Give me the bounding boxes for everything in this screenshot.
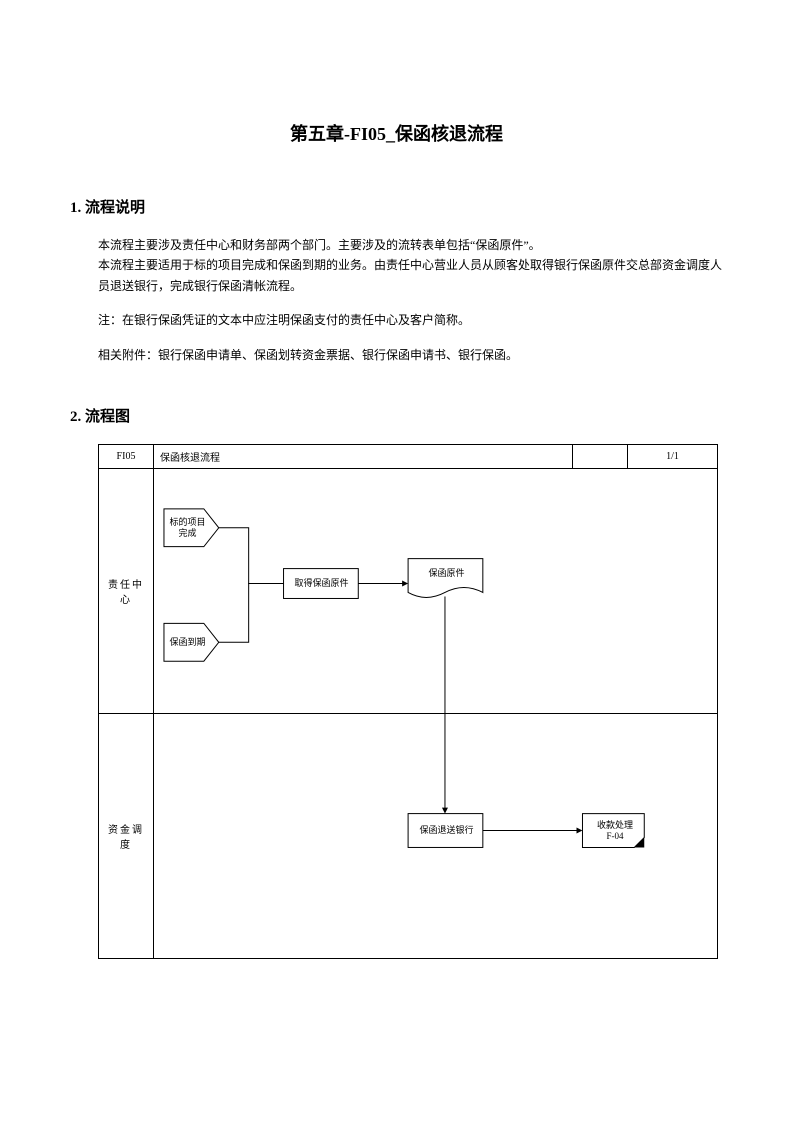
section1-para1: 本流程主要涉及责任中心和财务部两个部门。主要涉及的流转表单包括“保函原件”。 本…	[98, 235, 723, 296]
section-flowchart: 2. 流程图 FI05 保函核退流程 1/1 责任中心	[70, 405, 723, 959]
edge-start2-proc1	[219, 583, 284, 642]
flowchart-header-row: FI05 保函核退流程 1/1	[99, 444, 718, 468]
lane2-svg	[154, 714, 717, 958]
flowchart-table: FI05 保函核退流程 1/1 责任中心	[98, 444, 718, 959]
flowchart-page-cell: 1/1	[628, 444, 718, 468]
lane2-label: 资金调度	[99, 713, 154, 958]
section1-heading: 1. 流程说明	[70, 196, 723, 217]
node-doc1	[408, 559, 483, 598]
section1-para-attachments: 相关附件：银行保函申请单、保函划转资金票据、银行保函申请书、银行保函。	[98, 345, 723, 365]
flowchart-lane1-row: 责任中心	[99, 468, 718, 713]
lane1-svg	[154, 469, 717, 713]
flowchart-lane2-row: 资金调度 保函退送银行 收款处理F-04	[99, 713, 718, 958]
lane1-body: 标的项目完成 保函到期 取得保函原件 保函原件	[154, 468, 718, 713]
arrowhead-proc2-card1	[576, 827, 582, 833]
lane1-label: 责任中心	[99, 468, 154, 713]
node-card1	[582, 814, 644, 848]
arrowhead-doc1-proc2	[442, 808, 448, 814]
section1-para-note: 注：在银行保函凭证的文本中应注明保函支付的责任中心及客户简称。	[98, 310, 723, 330]
node-proc1	[284, 569, 359, 599]
node-start1	[164, 509, 219, 547]
edge-start1-proc1	[219, 528, 284, 584]
flowchart-code-cell: FI05	[99, 444, 154, 468]
p1-line1: 本流程主要涉及责任中心和财务部两个部门。主要涉及的流转表单包括“保函原件”。	[98, 238, 541, 252]
lane2-body: 保函退送银行 收款处理F-04	[154, 713, 718, 958]
p1-line2: 本流程主要适用于标的项目完成和保函到期的业务。由责任中心营业人员从顾客处取得银行…	[98, 258, 722, 292]
flowchart-header-spacer	[573, 444, 628, 468]
arrowhead-proc1-doc1	[402, 580, 408, 586]
node-proc2	[408, 814, 483, 848]
flowchart-title-cell: 保函核退流程	[154, 444, 573, 468]
node-start2	[164, 623, 219, 661]
page-title: 第五章-FI05_保函核退流程	[70, 120, 723, 146]
section2-heading: 2. 流程图	[70, 405, 723, 426]
section-process-description: 1. 流程说明 本流程主要涉及责任中心和财务部两个部门。主要涉及的流转表单包括“…	[70, 196, 723, 365]
